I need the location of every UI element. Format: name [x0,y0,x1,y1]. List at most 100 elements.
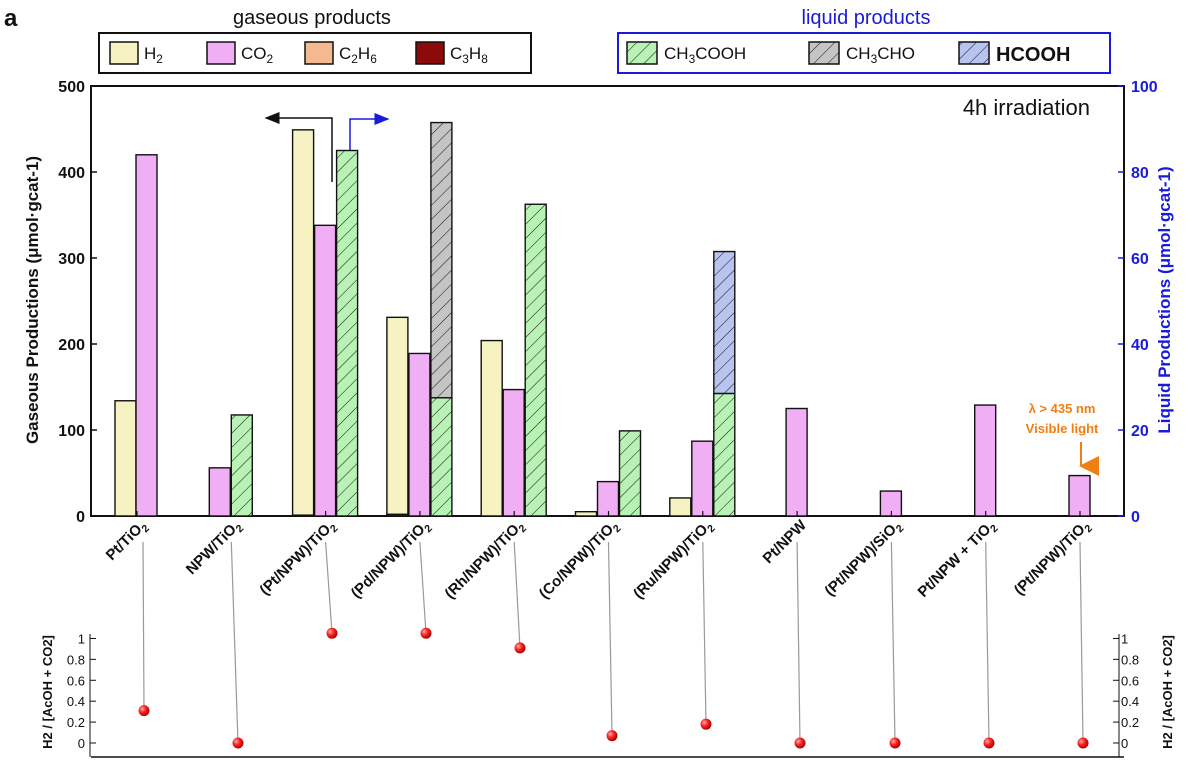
legend-liquid-swatch-0 [626,41,658,65]
ratio-leader-line [890,541,896,744]
bar-co2 [1068,474,1091,517]
bar-ch3cooh [430,397,453,517]
right-tick-label: 0 [1131,509,1140,526]
ratio-point [1077,737,1089,749]
ratio-panel: 0 0 0.2 0.2 0.4 0.4 0.6 0.6 0.8 0.8 1 1 H2 / [AcOH +… [40,541,1175,758]
ratio-tick-label-left: 0.2 [67,715,85,730]
ratio-leader-line [142,541,145,711]
ratio-tick-label-right: 1 [1121,631,1128,646]
left-tick-label: 300 [58,251,85,268]
ratio-leader-line [796,541,801,744]
ratio-leader-line [513,541,521,648]
ratio-point [889,737,901,749]
legend-liquid: liquid products CH3COOH CH3CHO HCOOH [617,7,1111,74]
ratio-leader-line [419,541,427,634]
bar-c3h8 [291,514,315,517]
right-tick-label: 80 [1131,165,1149,182]
legend-gaseous-box [98,32,532,74]
category-label: (Ru/NPW)/TiO2 [630,517,718,605]
right-tick-label: 60 [1131,251,1149,268]
category-label: (Pt/NPW)/SiO2 [821,517,906,602]
left-tick-label: 400 [58,165,85,182]
ratio-point [606,730,618,742]
bar-ch3cooh [335,149,359,517]
category-label: (Co/NPW)/TiO2 [536,517,624,605]
bar-ch3cooh [713,392,736,517]
legend-liquid-label-2: HCOOH [996,44,1070,66]
bar-ch3cooh [524,203,547,517]
axis-direction-arrows [264,112,390,182]
left-axis-arrow [264,112,333,182]
ratio-tick-label-left: 1 [78,631,85,646]
bar-ch3cho [430,121,453,399]
bar-c3h8 [386,513,409,517]
bar-hcooh [713,250,736,395]
category-label: Pt/NPW [760,516,811,567]
ratio-point [514,642,526,654]
ratio-point [700,718,712,730]
ratio-leader-line [230,541,239,744]
legend-swatch-1 [206,41,236,65]
legend-liquid-label-0: CH3COOH [664,44,746,66]
bar-co2 [785,407,808,517]
ratio-leader-line [1079,541,1084,744]
category-label: NPW/TiO2 [183,517,247,581]
bar-h2 [574,511,598,517]
legend-gaseous: gaseous products H2 CO2 C2H6 C3H8 [98,7,532,74]
bar-co2 [691,440,714,517]
ratio-tick-label-left: 0.8 [67,652,85,667]
right-axis-arrow [349,113,390,150]
bar-co2 [502,388,525,517]
category-label: Pt/NPW + TiO2 [915,517,1001,603]
left-axis-title: Gaseous Productions (μmol·gcat-1) [23,156,42,444]
bar-co2 [208,467,232,517]
ratio-point [983,737,995,749]
category-labels: Pt/TiO2 NPW/TiO2 (Pt/NPW)/TiO2 (Pd/NPW)/TiO… [103,516,1095,605]
category-label: (Rh/NPW)/TiO2 [442,517,530,605]
left-tick-label: 200 [58,337,85,354]
bar-co2 [596,480,620,517]
ratio-point [420,627,432,639]
ratio-point [794,737,806,749]
ratio-tick-label-left: 0 [78,736,85,751]
right-tick-label: 40 [1131,337,1149,354]
ratio-tick-label-right: 0.8 [1121,652,1139,667]
bar-co2 [974,404,997,517]
bar-h2 [669,497,692,517]
category-label: (Pt/NPW)/TiO2 [1011,517,1095,601]
ratio-leader-line [325,541,333,634]
legend-liquid-swatch-2 [958,41,990,65]
right-tick-label: 100 [1131,79,1158,96]
ratio-axis-title: H2 / [AcOH + CO2] [1160,635,1175,749]
legend-label-3: C3H8 [450,44,488,66]
legend-swatch-2 [304,41,334,65]
ratio-tick-label-left: 0.6 [67,673,85,688]
ratio-point [138,705,150,717]
visible-light-note: λ > 435 nm Visible light [1026,401,1099,476]
ratio-tick-label-right: 0 [1121,736,1128,751]
legend-gaseous-title: gaseous products [233,7,391,29]
legend-liquid-label-1: CH3CHO [846,44,915,66]
bar-h2 [386,316,409,517]
right-tick-label: 20 [1131,423,1149,440]
legend-liquid-box [617,32,1111,74]
ratio-leader-line [607,541,613,736]
bars-layer [114,121,1091,517]
ratio-point [326,627,338,639]
legend-swatch-0 [109,41,139,65]
bar-h2 [291,129,315,517]
legend-liquid-swatch-1 [808,41,840,65]
left-tick-label: 100 [58,423,85,440]
category-label: (Pd/NPW)/TiO2 [348,517,435,604]
bar-co2 [313,224,337,517]
bar-co2 [408,352,431,517]
legend-label-0: H2 [144,44,163,66]
category-label: Pt/TiO2 [103,517,152,566]
ratio-tick-label-right: 0.4 [1121,694,1139,709]
ratio-leader-line [985,541,990,744]
legend-label-1: CO2 [241,44,274,66]
bar-h2 [114,400,137,517]
ratio-leader-line [702,541,707,725]
irradiation-annotation: 4h irradiation [963,95,1090,120]
